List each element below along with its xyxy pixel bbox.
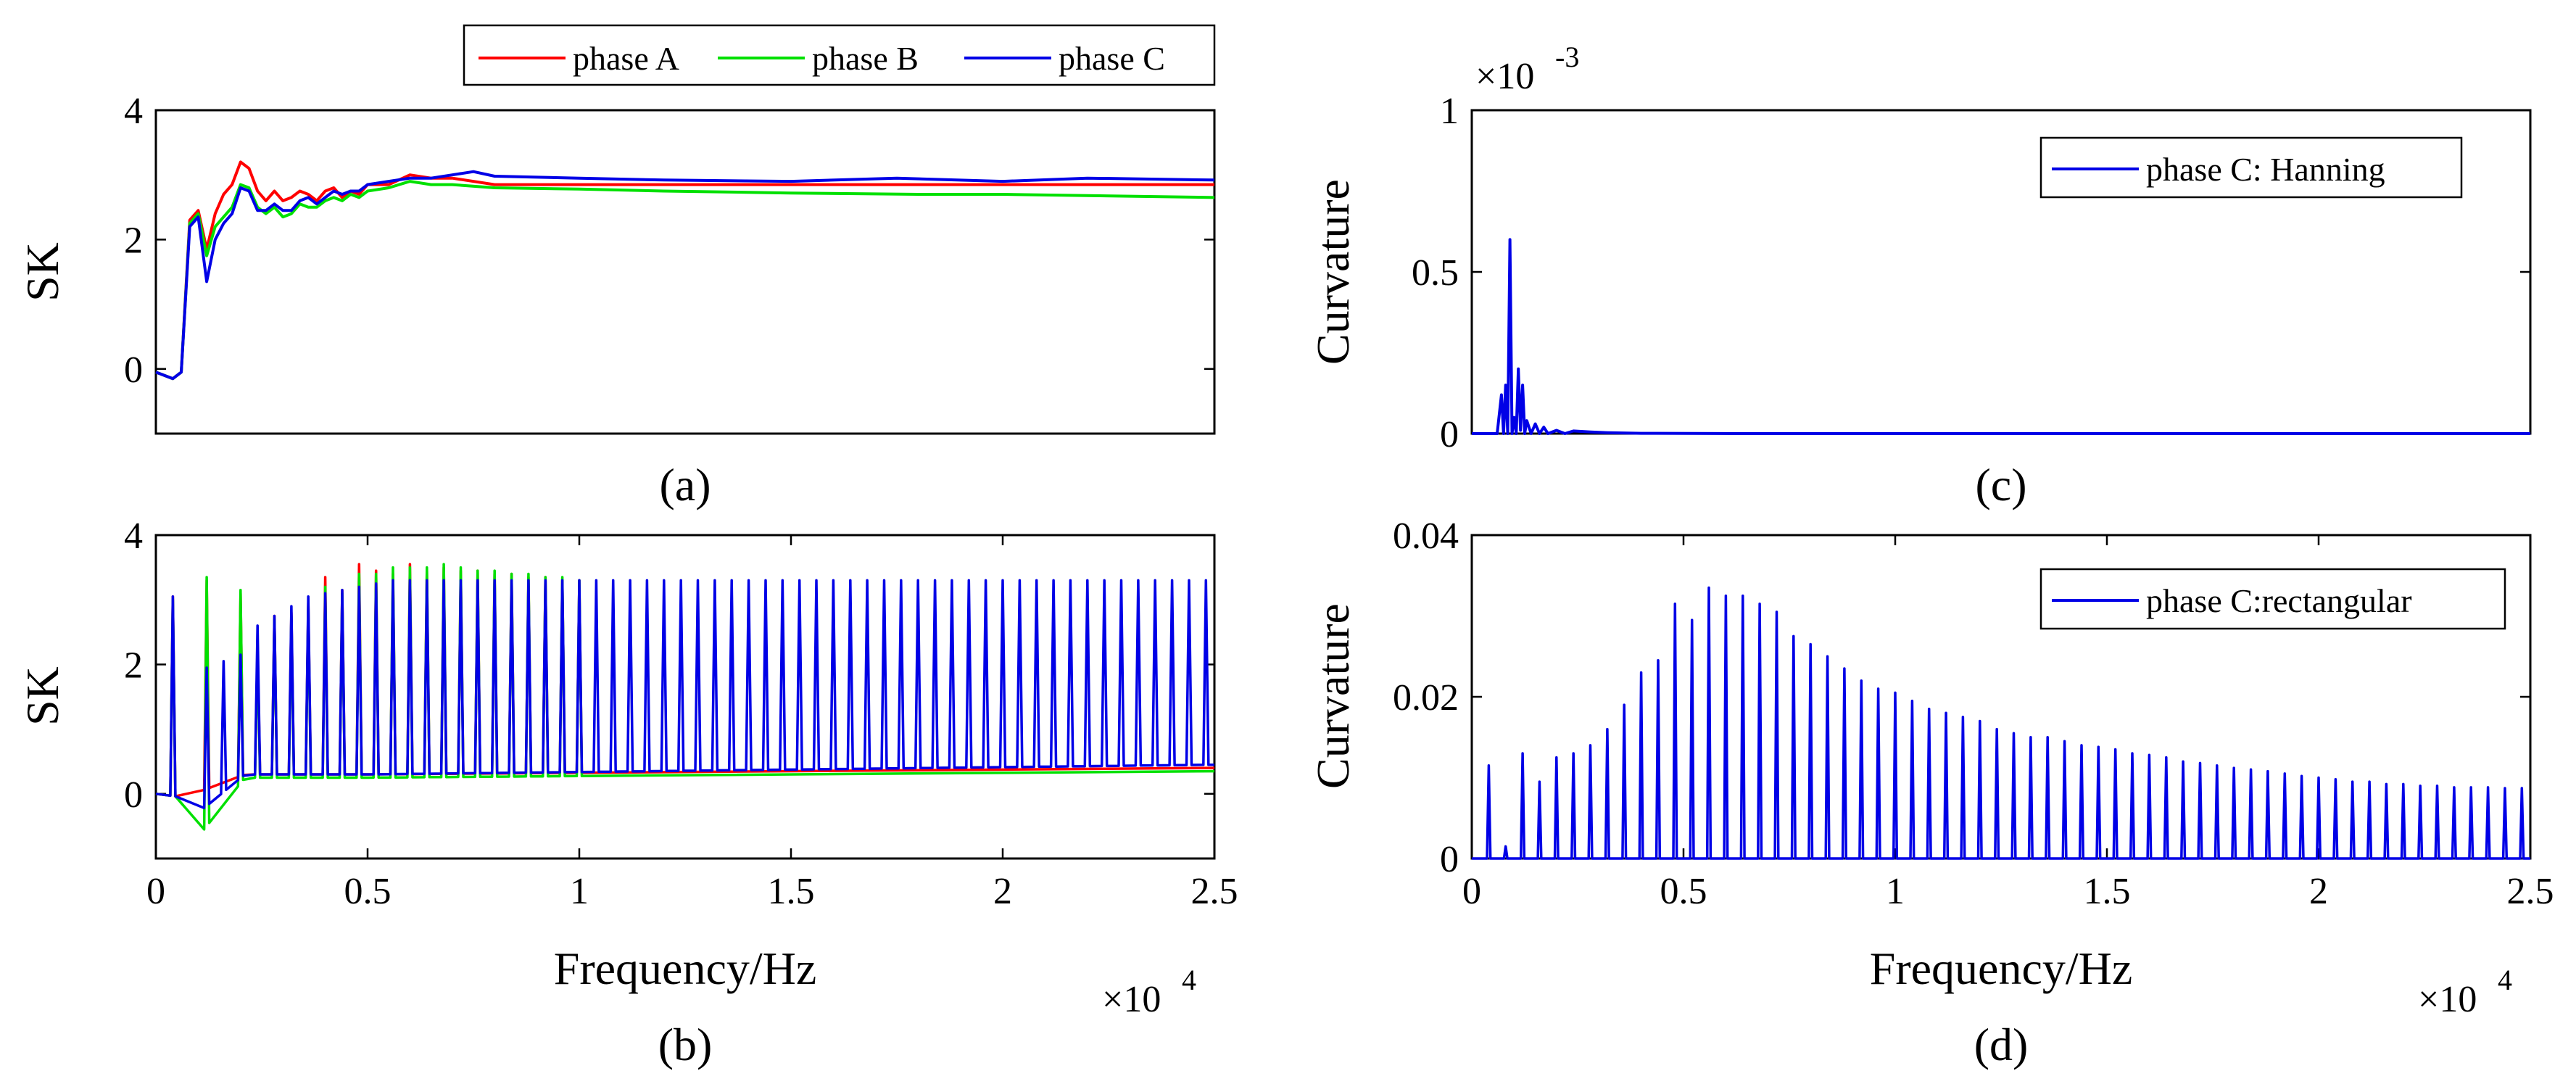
panel-b-ytick-label: 2 — [124, 645, 143, 686]
legend-label-rectangular: phase C:rectangular — [2146, 582, 2412, 619]
legend-label-phase-b: phase B — [812, 40, 919, 77]
panel-d-x-ticks: 0 0.5 1 1.5 2 2.5 — [1462, 535, 2554, 912]
panel-a-ytick-label: 2 — [124, 220, 143, 261]
panel-b-x-multiplier-exponent: 4 — [1182, 964, 1196, 996]
panel-c-ylabel: Curvature — [1307, 179, 1359, 365]
panel-c-y-ticks: 00.51 — [1412, 91, 2530, 455]
panel-b-xtick-label: 2.5 — [1191, 871, 1238, 912]
panel-d-xlabel: Frequency/Hz — [1870, 943, 2133, 994]
panel-a-legend-box — [463, 24, 1216, 86]
panel-a-caption: (a) — [659, 459, 711, 510]
panel-d-ylabel: Curvature — [1307, 603, 1359, 789]
panel-b-series — [155, 563, 1215, 831]
panel-b-xtick-label: 1.5 — [768, 871, 815, 912]
panel-b-ytick-label: 0 — [124, 774, 143, 816]
panel-c-ytick-label: 0.5 — [1412, 252, 1459, 294]
panel-a-line-phase-c — [155, 170, 1215, 381]
panel-a-series — [155, 160, 1215, 381]
panel-d-xtick-label: 1.5 — [2084, 871, 2131, 912]
panel-a: 0 2 4 SK (a) phase A phase B phase C — [17, 24, 1216, 510]
panel-c-y-multiplier: ×10 -3 — [1475, 41, 1579, 97]
panel-c-y-multiplier-exponent: -3 — [1555, 41, 1579, 73]
panel-b-x-multiplier: ×10 4 — [1102, 964, 1196, 1020]
panel-d-x-multiplier: ×10 4 — [2418, 964, 2512, 1020]
panel-d-y-ticks: 0 0.02 0.04 — [1393, 516, 2530, 880]
panel-c-ytick-label: 1 — [1440, 91, 1459, 132]
panel-b: 0 2 4 0 0.5 1 1.5 2 2.5 SK Frequency/Hz ×10 4 (… — [17, 516, 1238, 1070]
panel-d: 0 0.02 0.04 0 0.5 1 1.5 2 2.5 Curvature Frequen… — [1307, 516, 2554, 1070]
panel-b-xtick-label: 0 — [146, 871, 165, 912]
panel-c-line-hanning — [1472, 238, 2530, 435]
panel-a-y-ticks: 0 2 4 — [124, 91, 1214, 391]
panel-a-ytick-label: 4 — [124, 91, 143, 132]
panel-a-line-phase-b — [155, 180, 1215, 381]
panel-d-xtick-label: 0.5 — [1660, 871, 1707, 912]
panel-b-xtick-label: 1 — [570, 871, 589, 912]
panel-d-x-multiplier-base: ×10 — [2418, 979, 2477, 1020]
panel-d-ytick-label: 0.04 — [1393, 516, 1459, 557]
panel-a-ylabel: SK — [17, 242, 68, 302]
panel-c-series — [1472, 238, 2530, 435]
panel-d-ytick-label: 0 — [1440, 839, 1459, 880]
panel-b-line-phase-c — [155, 579, 1215, 810]
legend-label-phase-a: phase A — [573, 40, 679, 77]
panel-d-xtick-label: 2.5 — [2507, 871, 2554, 912]
panel-d-x-multiplier-exponent: 4 — [2498, 964, 2512, 996]
legend-label-phase-c: phase C — [1059, 40, 1165, 77]
panel-b-caption: (b) — [658, 1019, 713, 1070]
panel-a-axes-box — [154, 109, 1216, 435]
panel-d-legend: phase C:rectangular — [2039, 568, 2506, 630]
panel-a-legend: phase A phase B phase C — [463, 24, 1216, 86]
panel-c: 00.51 Curvature ×10 -3 (c) phase C: Hann… — [1307, 41, 2532, 510]
panel-d-xtick-label: 1 — [1886, 871, 1905, 912]
panel-d-line-rectangular — [1472, 586, 2530, 860]
panel-d-series — [1472, 586, 2530, 860]
panel-c-ytick-label: 0 — [1440, 414, 1459, 455]
legend-label-hanning: phase C: Hanning — [2146, 151, 2385, 188]
panel-b-xtick-label: 2 — [993, 871, 1012, 912]
panel-d-xtick-label: 2 — [2309, 871, 2328, 912]
panel-b-xtick-label: 0.5 — [344, 871, 392, 912]
panel-b-axes-box — [154, 534, 1216, 860]
panel-a-ytick-label: 0 — [124, 349, 143, 391]
panel-c-legend: phase C: Hanning — [2039, 136, 2463, 199]
panel-a-line-phase-a — [155, 160, 1214, 381]
panel-b-y-ticks: 0 2 4 — [124, 516, 1214, 816]
panel-b-x-ticks: 0 0.5 1 1.5 2 2.5 — [146, 535, 1238, 912]
panel-d-caption: (d) — [1974, 1019, 2029, 1070]
panel-b-x-multiplier-base: ×10 — [1102, 979, 1161, 1020]
panel-b-ylabel: SK — [17, 666, 68, 726]
panel-c-y-multiplier-base: ×10 — [1475, 56, 1534, 97]
panel-c-caption: (c) — [1975, 459, 2026, 510]
panel-b-xlabel: Frequency/Hz — [554, 943, 817, 994]
panel-d-ytick-label: 0.02 — [1393, 677, 1459, 719]
panel-d-xtick-label: 0 — [1462, 871, 1481, 912]
panel-b-ytick-label: 4 — [124, 516, 143, 557]
